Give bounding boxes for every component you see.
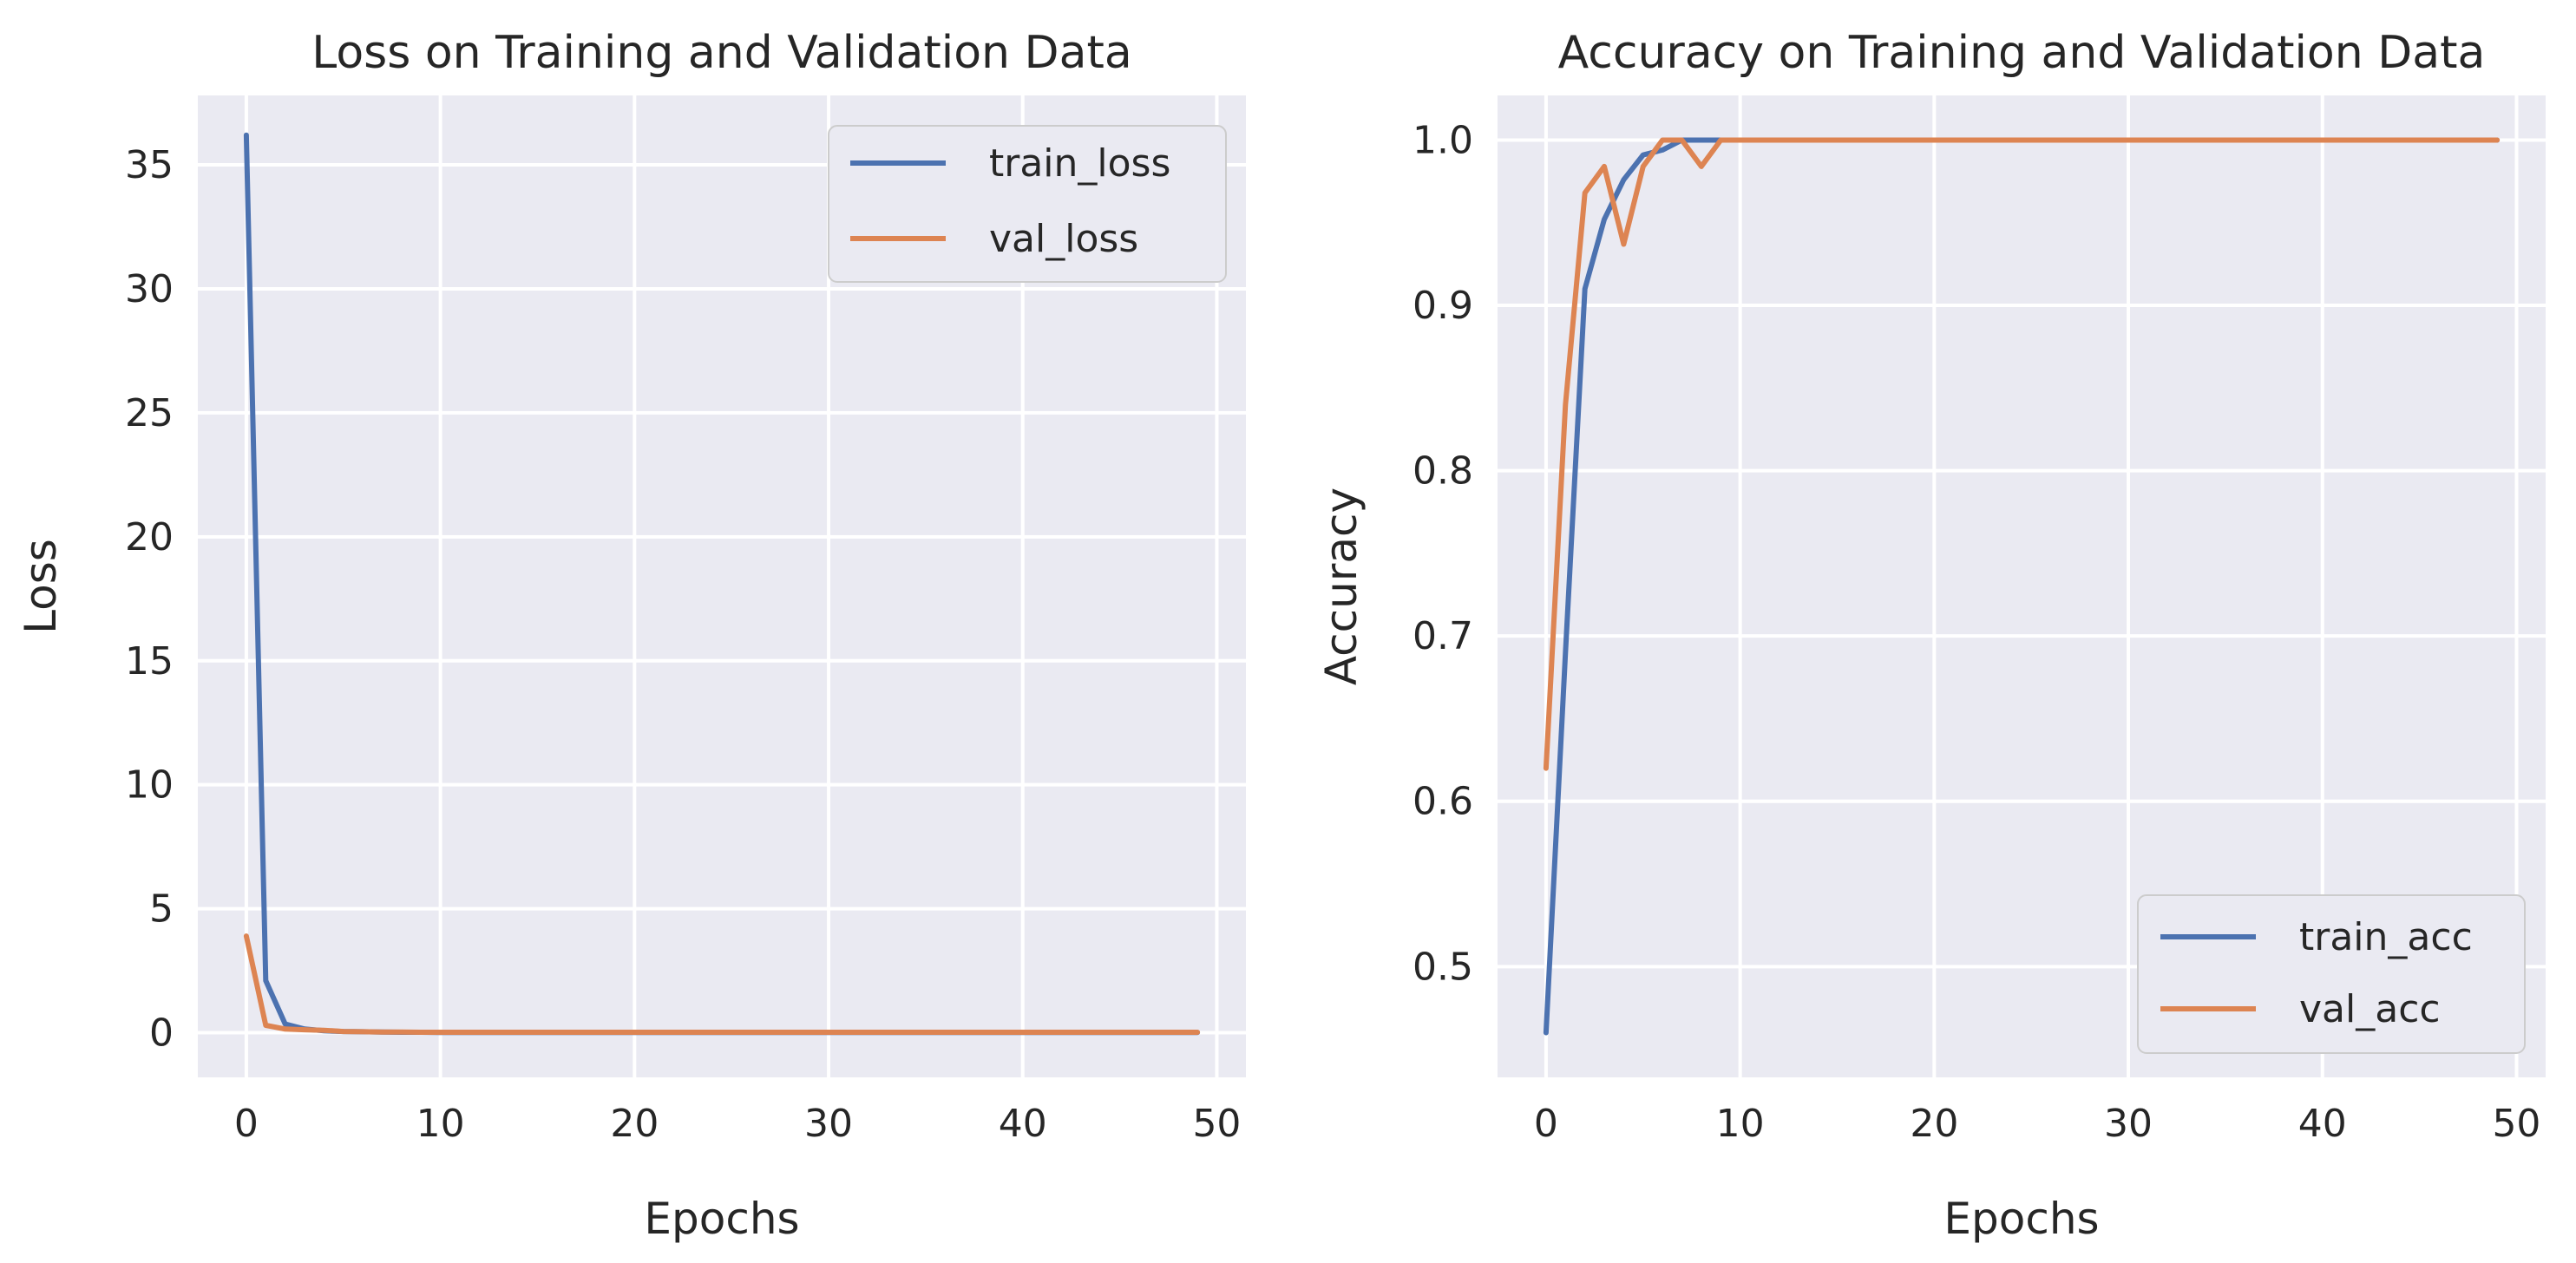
loss-y-tick-label: 25 (125, 391, 174, 435)
loss-legend: train_loss val_loss (828, 125, 1227, 283)
loss-x-tick-label: 10 (416, 1102, 465, 1146)
loss-series-group (243, 132, 1201, 1036)
legend-label-val-loss: val_loss (989, 217, 1138, 261)
acc-x-tick-label: 20 (1910, 1102, 1958, 1146)
acc-x-tick-label: 0 (1534, 1102, 1558, 1146)
loss-y-tick-label: 10 (125, 763, 174, 808)
accuracy-tick-labels: 0 10 20 30 40 50 0.5 0.6 0.7 0.8 0.9 1.0 (1413, 118, 2540, 1146)
acc-x-tick-label: 30 (2104, 1102, 2153, 1146)
loss-chart-title: Loss on Training and Validation Data (311, 27, 1131, 79)
acc-x-tick-label: 50 (2492, 1102, 2540, 1146)
loss-x-tick-label: 50 (1192, 1102, 1241, 1146)
loss-x-tick-label: 40 (999, 1102, 1047, 1146)
accuracy-chart: 0 10 20 30 40 50 0.5 0.6 0.7 0.8 0.9 1.0 Accuracy o… (1316, 27, 2546, 1244)
loss-y-tick-label: 5 (149, 887, 174, 932)
loss-y-tick-label: 30 (125, 267, 174, 311)
accuracy-legend: train_acc val_acc (2137, 894, 2526, 1054)
accuracy-series-group (1543, 137, 2501, 1036)
loss-x-axis-label: Epochs (644, 1194, 799, 1244)
legend-label-val-acc: val_acc (2299, 987, 2441, 1031)
acc-x-tick-label: 40 (2298, 1102, 2347, 1146)
loss-y-tick-label: 35 (125, 143, 174, 187)
legend-label-train-loss: train_loss (989, 141, 1170, 186)
accuracy-chart-title: Accuracy on Training and Validation Data (1558, 27, 2486, 79)
loss-chart: 0 10 20 30 40 50 0 5 10 15 20 25 30 35 Loss on Traini… (16, 27, 1246, 1244)
acc-y-tick-label: 1.0 (1413, 118, 1473, 162)
acc-x-tick-label: 10 (1716, 1102, 1765, 1146)
acc-y-tick-label: 0.9 (1413, 284, 1473, 328)
acc-y-tick-label: 0.5 (1413, 945, 1473, 989)
loss-x-tick-label: 20 (610, 1102, 659, 1146)
series-line-val-acc (1543, 137, 2501, 771)
loss-y-tick-label: 0 (149, 1011, 174, 1056)
acc-y-tick-label: 0.6 (1413, 780, 1473, 824)
loss-tick-labels: 0 10 20 30 40 50 0 5 10 15 20 25 30 35 (125, 143, 1241, 1146)
acc-y-tick-label: 0.8 (1413, 449, 1473, 494)
acc-y-tick-label: 0.7 (1413, 614, 1473, 658)
accuracy-x-axis-label: Epochs (1943, 1194, 2099, 1244)
legend-label-train-acc: train_acc (2299, 915, 2473, 959)
loss-x-tick-label: 0 (234, 1102, 259, 1146)
loss-x-tick-label: 30 (804, 1102, 853, 1146)
loss-y-tick-label: 20 (125, 515, 174, 560)
accuracy-y-axis-label: Accuracy (1316, 488, 1367, 685)
series-line-val-loss (243, 933, 1201, 1035)
loss-y-tick-label: 15 (125, 639, 174, 684)
loss-y-axis-label: Loss (16, 539, 66, 634)
